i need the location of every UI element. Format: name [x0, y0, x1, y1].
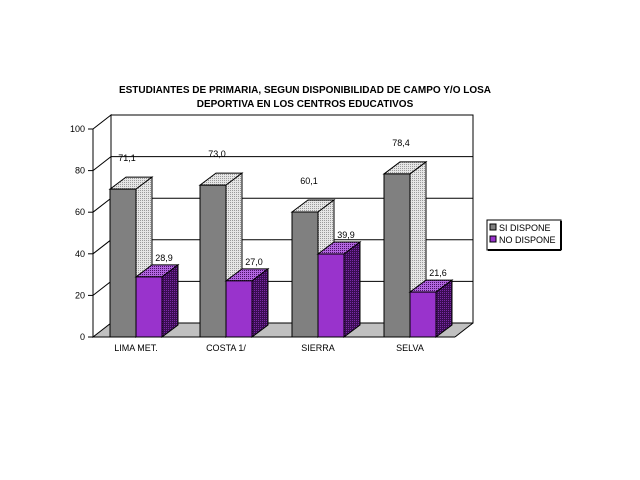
bar-side [161, 263, 179, 338]
data-label: 39,9 [337, 230, 355, 240]
data-label: 28,9 [155, 253, 173, 263]
y-tick-label: 0 [80, 332, 85, 342]
legend-swatch [489, 235, 497, 243]
bar-no-dispone-0 [134, 263, 180, 338]
bar-front [291, 211, 319, 338]
x-tick-label: LIMA MET. [114, 343, 158, 353]
bar-side [251, 267, 269, 338]
y-tick-label: 60 [75, 207, 85, 217]
bars: 71,1 28,9 73,0 27,0 60,1 39,9 78,4 21,6 [108, 138, 454, 338]
bar-no-dispone-3 [408, 279, 454, 338]
bar-front [317, 253, 345, 338]
data-label: 71,1 [118, 153, 136, 163]
bar-side [343, 241, 361, 338]
legend: SI DISPONE NO DISPONE [486, 219, 562, 251]
bar-no-dispone-2 [316, 241, 362, 338]
bar-front [409, 291, 437, 338]
chart-floor [93, 323, 473, 337]
data-label: 21,6 [429, 268, 447, 278]
bar-front [225, 280, 253, 338]
x-tick-label: SELVA [396, 343, 424, 353]
bar-front [135, 276, 163, 338]
gridline [92, 156, 473, 171]
chart-title-line-1: ESTUDIANTES DE PRIMARIA, SEGUN DISPONIBI… [118, 85, 492, 96]
data-label: 60,1 [300, 176, 318, 186]
bar-front [109, 188, 137, 338]
y-tick-label: 80 [75, 166, 85, 176]
x-axis: LIMA MET. COSTA 1/SIERRA SELVA [114, 343, 424, 353]
bar-front [383, 173, 411, 338]
legend-swatch [489, 223, 497, 231]
y-tick-label: 40 [75, 249, 85, 259]
x-tick-label: SIERRA [301, 343, 335, 353]
bar-no-dispone-1 [224, 267, 270, 338]
data-label: 73,0 [208, 149, 226, 159]
data-label: 78,4 [392, 138, 410, 148]
chart-title-line-2: DEPORTIVA EN LOS CENTROS EDUCATIVOS [196, 99, 414, 110]
legend-label: NO DISPONE [499, 235, 556, 245]
legend-label: SI DISPONE [499, 223, 551, 233]
side-wall [92, 113, 112, 339]
bar-front [199, 184, 227, 338]
y-tick-label: 20 [75, 290, 85, 300]
y-tick-label: 100 [70, 124, 85, 134]
data-label: 27,0 [245, 257, 263, 267]
x-tick-label: COSTA 1/ [206, 343, 246, 353]
floor-edge [454, 322, 474, 338]
